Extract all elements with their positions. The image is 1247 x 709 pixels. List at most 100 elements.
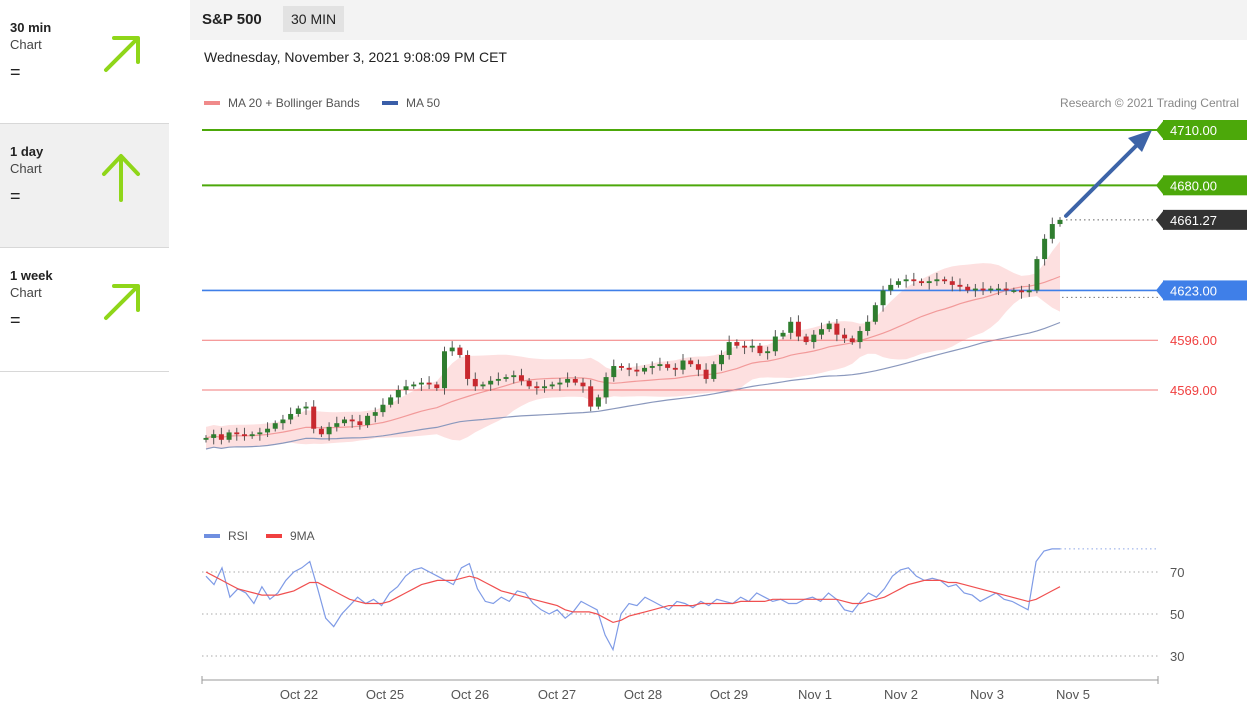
timeframe-name: 1 day: [10, 144, 44, 159]
candle-body: [211, 434, 217, 438]
candle-body: [357, 421, 363, 426]
candle-body: [903, 279, 909, 282]
level-4710.00-label: 4710.00: [1170, 123, 1217, 138]
rsi-level-label: 70: [1170, 565, 1184, 580]
legend-swatch: [204, 534, 220, 538]
candle-body: [234, 432, 240, 435]
candle-body: [341, 419, 347, 424]
legend-9ma: 9MA: [266, 529, 315, 543]
candle-body: [295, 408, 301, 414]
candle-body: [834, 323, 840, 335]
candle-body: [965, 286, 971, 291]
candle-body: [426, 382, 432, 385]
x-tick-label: Oct 27: [538, 687, 576, 702]
legend-label: MA 20 + Bollinger Bands: [228, 96, 360, 110]
candle-body: [849, 338, 855, 343]
candle-body: [772, 336, 778, 352]
candle-body: [257, 432, 263, 435]
candle-body: [665, 364, 671, 368]
legend-ma50: MA 50: [382, 96, 440, 110]
timeframe-1week-item[interactable]: 1 week Chart =: [0, 248, 169, 372]
candle-body: [465, 354, 471, 379]
symbol-title: S&P 500: [202, 11, 262, 28]
candle-body: [418, 382, 424, 385]
timeframe-30min-item[interactable]: 30 min Chart =: [0, 0, 169, 124]
candle-body: [226, 432, 232, 440]
level-4710.00-tag: [1163, 120, 1247, 140]
candle-body: [872, 305, 878, 322]
rsi-level-label: 30: [1170, 649, 1184, 664]
candle-body: [203, 437, 209, 440]
candle-body: [795, 321, 801, 337]
candle-body: [557, 382, 563, 385]
candle-body: [488, 380, 494, 385]
candle-body: [672, 367, 678, 370]
level-4680.00-tag: [1163, 175, 1247, 196]
candle-body: [1026, 290, 1032, 293]
legend-label: MA 50: [406, 96, 441, 110]
x-tick-label: Nov 1: [798, 687, 832, 702]
candle-body: [349, 419, 355, 422]
forecast-arrow-head: [1128, 130, 1152, 152]
level-4623.00-tag-tip: [1156, 280, 1164, 301]
candle-body: [526, 380, 532, 387]
level-4623.00-tag: [1163, 280, 1247, 301]
ma50-line: [205, 321, 1061, 450]
candle-body: [280, 419, 286, 424]
candle-body: [534, 386, 540, 389]
candle-body: [888, 284, 894, 291]
chart-header: S&P 500 30 MIN: [190, 0, 1247, 40]
level-4680.00-label: 4680.00: [1170, 178, 1217, 193]
candle-body: [919, 281, 925, 284]
x-tick-label: Nov 3: [970, 687, 1004, 702]
candle-body: [403, 386, 409, 390]
candle-body: [734, 342, 740, 346]
timeframe-1day-item[interactable]: 1 day Chart =: [0, 124, 169, 248]
rsi-ma9-line: [205, 571, 1061, 624]
candle-body: [1057, 219, 1063, 225]
candle-body: [542, 386, 548, 389]
level-4661.27-label: 4661.27: [1170, 213, 1217, 228]
forecast-arrow-line: [1064, 140, 1142, 218]
candle-body: [1003, 288, 1009, 291]
candle-body: [649, 366, 655, 368]
timeframe-sub: Chart: [10, 285, 42, 300]
candle-body: [657, 364, 663, 367]
legend-rsi: RSI: [204, 529, 248, 543]
legend-ma20: MA 20 + Bollinger Bands: [204, 96, 360, 110]
candle-body: [241, 434, 247, 437]
candle-body: [388, 397, 394, 405]
candle-body: [942, 279, 948, 282]
candle-body: [365, 415, 371, 426]
x-tick-label: Oct 28: [624, 687, 662, 702]
candle-body: [457, 347, 463, 355]
x-tick-label: Oct 22: [280, 687, 318, 702]
level-4680.00-tag-tip: [1156, 175, 1164, 196]
candle-body: [318, 428, 324, 435]
candle-body: [988, 288, 994, 291]
up-right-arrow-icon: [104, 36, 140, 72]
legend-label: 9MA: [290, 529, 315, 543]
candle-body: [980, 288, 986, 291]
x-tick-label: Oct 29: [710, 687, 748, 702]
candle-body: [757, 345, 763, 354]
candle-body: [626, 367, 632, 370]
candle-body: [326, 426, 332, 435]
level-4710.00-tag-tip: [1156, 120, 1164, 140]
candle-body: [718, 354, 724, 365]
timeframe-sub: Chart: [10, 37, 42, 52]
candle-body: [688, 360, 694, 365]
candle-body: [549, 384, 555, 387]
candle-body: [803, 336, 809, 343]
candle-body: [595, 397, 601, 407]
candle-body: [972, 288, 978, 291]
candle-body: [572, 378, 578, 383]
candle-body: [880, 290, 886, 306]
level-4569.00-label: 4569.00: [1170, 383, 1217, 398]
candle-body: [218, 434, 224, 440]
candle-body: [703, 369, 709, 379]
timeframe-badge[interactable]: 30 MIN: [283, 6, 345, 32]
candle-body: [372, 412, 378, 416]
x-tick-label: Nov 2: [884, 687, 918, 702]
